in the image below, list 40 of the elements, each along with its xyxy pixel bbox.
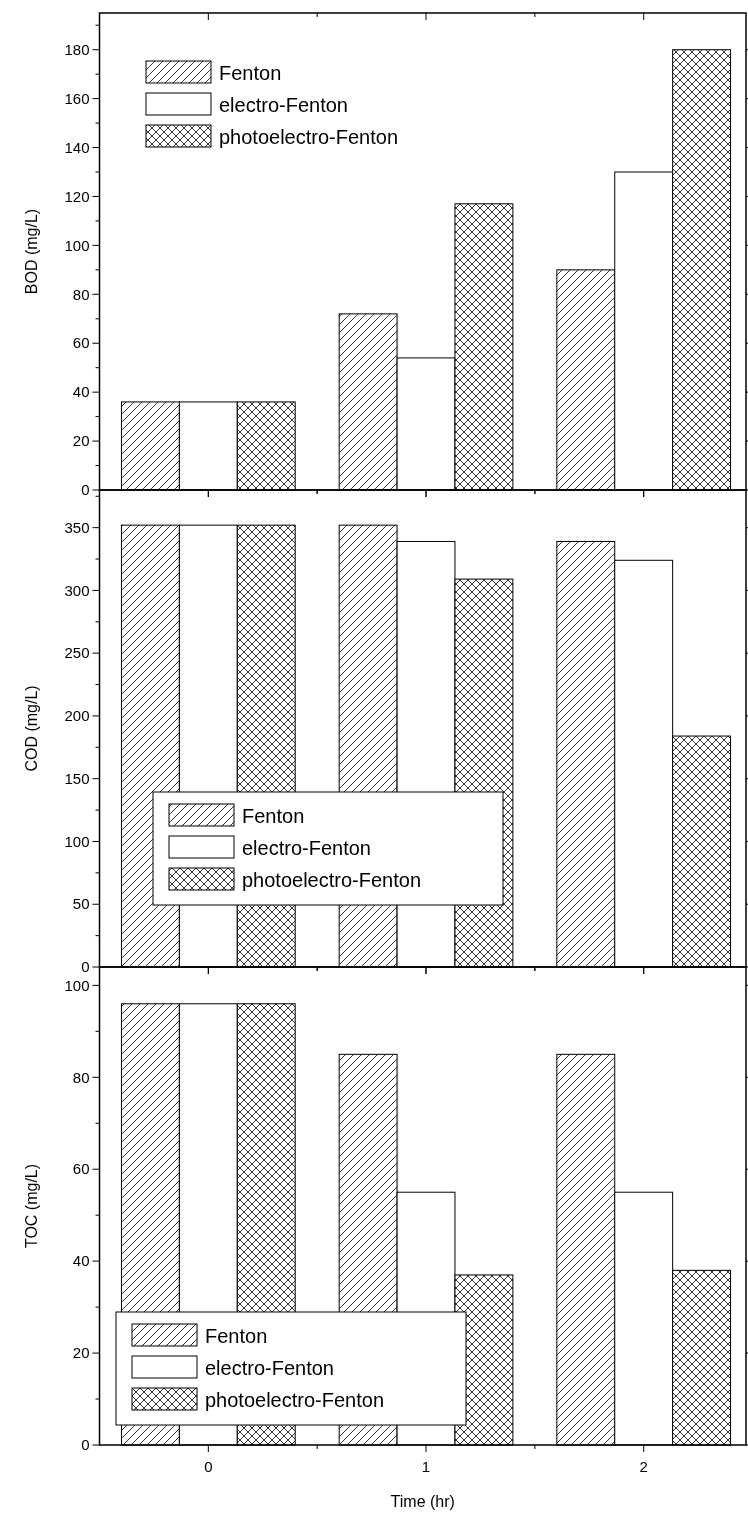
y-tick-label: 150 bbox=[64, 769, 90, 787]
x-tick-label: 1 bbox=[421, 1458, 431, 1475]
legend-label: Fenton bbox=[219, 62, 282, 84]
y-tick-label: 0 bbox=[81, 1436, 90, 1454]
y-tick-label: 100 bbox=[64, 976, 90, 994]
y-axis-title: BOD (mg/L) bbox=[23, 208, 40, 295]
y-tick-label: 80 bbox=[72, 1068, 90, 1086]
y-tick-label: 0 bbox=[81, 481, 90, 499]
y-axis-title: COD (mg/L) bbox=[23, 685, 40, 772]
y-axis-title: TOC (mg/L) bbox=[23, 1163, 40, 1249]
y-tick-label: 0 bbox=[81, 958, 90, 976]
y-tick-label: 50 bbox=[72, 895, 90, 913]
y-tick-label: 20 bbox=[72, 1344, 90, 1362]
legend-label: photoelectro-Fenton bbox=[205, 1389, 385, 1411]
y-tick-label: 100 bbox=[64, 236, 90, 254]
legend-label: electro-Fenton bbox=[242, 837, 371, 859]
y-tick-label: 120 bbox=[64, 187, 90, 205]
legend-label: Fenton bbox=[205, 1325, 268, 1347]
y-tick-label: 200 bbox=[64, 707, 90, 725]
y-tick-label: 40 bbox=[72, 383, 90, 401]
y-tick-label: 180 bbox=[64, 40, 90, 58]
y-tick-label: 250 bbox=[64, 644, 90, 662]
y-tick-label: 100 bbox=[64, 832, 90, 850]
x-tick-label: 0 bbox=[204, 1458, 213, 1475]
y-tick-label: 60 bbox=[72, 1160, 90, 1178]
legend-label: photoelectro-Fenton bbox=[219, 126, 399, 148]
legend-label: electro-Fenton bbox=[219, 94, 348, 116]
y-tick-label: 20 bbox=[72, 432, 90, 450]
x-tick-label: 2 bbox=[639, 1458, 648, 1475]
y-tick-label: 140 bbox=[64, 138, 90, 156]
legend-label: Fenton bbox=[242, 805, 305, 827]
legend-label: electro-Fenton bbox=[205, 1357, 334, 1379]
legend-label: photoelectro-Fenton bbox=[242, 869, 422, 891]
y-tick-label: 300 bbox=[64, 581, 90, 599]
x-axis-title: Time (hr) bbox=[390, 1493, 455, 1510]
y-tick-label: 60 bbox=[72, 334, 90, 352]
y-tick-label: 350 bbox=[64, 518, 90, 536]
y-tick-label: 80 bbox=[72, 285, 90, 303]
y-tick-label: 40 bbox=[72, 1252, 90, 1270]
y-tick-label: 160 bbox=[64, 89, 90, 107]
